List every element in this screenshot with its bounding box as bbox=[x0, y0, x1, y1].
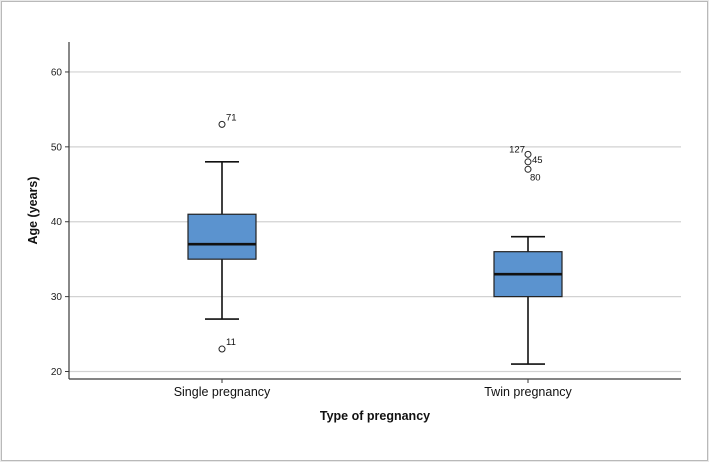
outlier-point bbox=[218, 120, 226, 128]
outlier-point bbox=[524, 165, 532, 173]
x-axis-title: Type of pregnancy bbox=[320, 409, 430, 423]
iqr-box bbox=[187, 213, 257, 260]
boxplots: 71 11 127 45 80 bbox=[187, 112, 563, 365]
outlier-label: 80 bbox=[530, 172, 541, 183]
y-tick-label: 20 bbox=[51, 367, 63, 378]
box-group: 71 11 bbox=[187, 112, 257, 353]
y-axis-ticks: 20 30 40 50 60 bbox=[51, 67, 69, 378]
outlier-label: 11 bbox=[226, 337, 236, 348]
outlier-point bbox=[524, 158, 532, 166]
outlier-point bbox=[218, 345, 226, 353]
x-category-label: Twin pregnancy bbox=[484, 385, 572, 399]
outlier-label: 45 bbox=[532, 155, 543, 166]
y-tick-label: 60 bbox=[51, 67, 63, 78]
outlier-label: 127 bbox=[509, 144, 525, 155]
y-tick-label: 30 bbox=[51, 292, 63, 303]
outlier-label: 71 bbox=[226, 112, 237, 123]
y-axis-title: Age (years) bbox=[26, 176, 40, 244]
x-category-label: Single pregnancy bbox=[174, 385, 271, 399]
y-tick-label: 40 bbox=[51, 217, 63, 228]
outlier-point bbox=[524, 150, 532, 158]
gridlines bbox=[69, 71, 681, 373]
x-axis-categories: Single pregnancy Twin pregnancy bbox=[174, 379, 573, 399]
y-tick-label: 50 bbox=[51, 142, 63, 153]
box-group: 127 45 80 bbox=[493, 144, 563, 365]
